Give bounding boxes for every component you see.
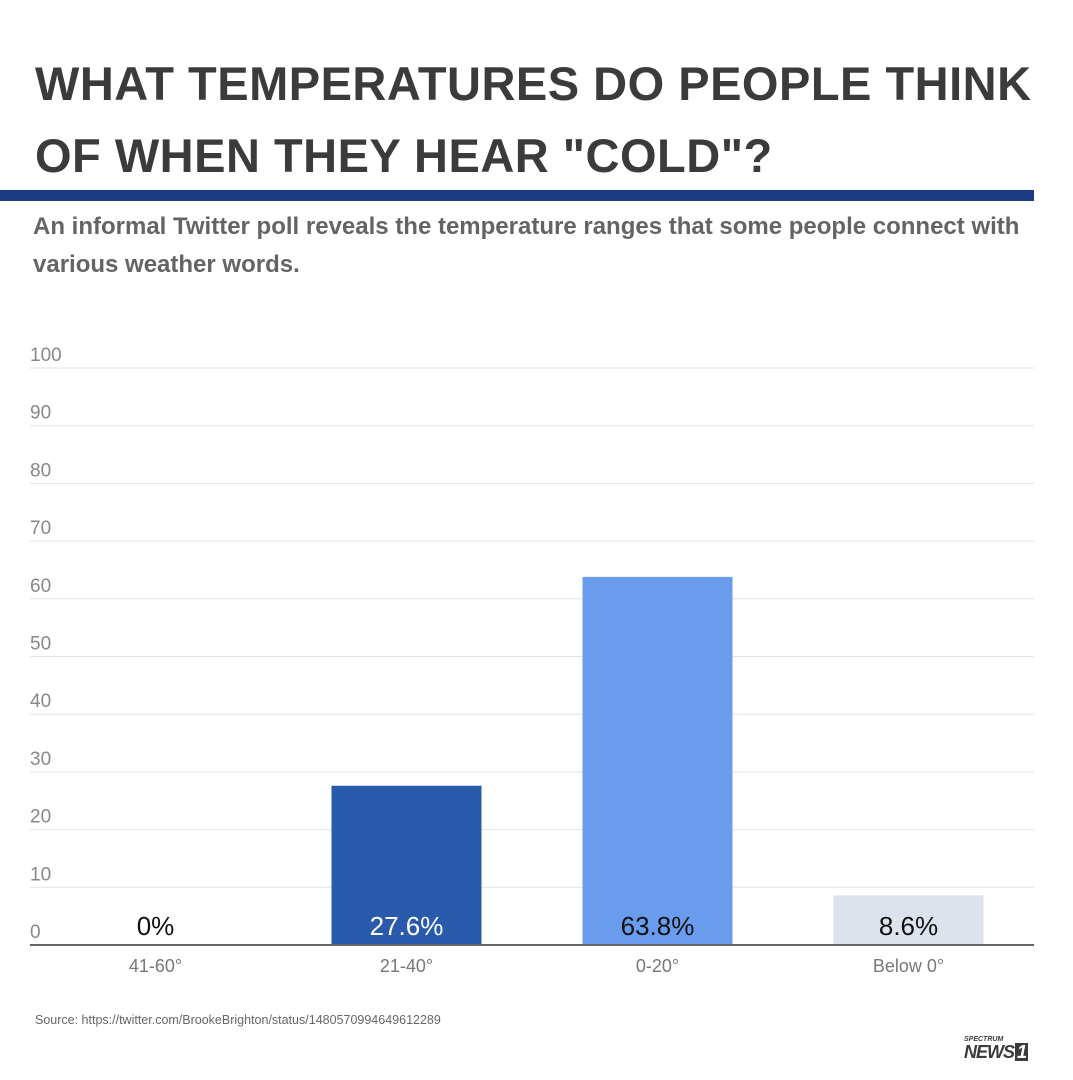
y-tick-label: 90	[30, 403, 51, 424]
bar	[582, 576, 733, 945]
data-label: 27.6%	[370, 911, 444, 941]
title-divider	[0, 190, 1034, 201]
y-tick-label: 50	[30, 634, 51, 655]
y-tick-label: 10	[30, 864, 51, 885]
chart-title: WHAT TEMPERATURES DO PEOPLE THINK OF WHE…	[35, 57, 1032, 182]
bar	[833, 895, 984, 945]
data-label: 0%	[137, 911, 175, 941]
chart-subtitle: An informal Twitter poll reveals the tem…	[33, 213, 1020, 278]
data-label: 63.8%	[621, 911, 695, 941]
spectrum-news-logo: SPECTRUM NEWS 1	[964, 1036, 1029, 1062]
data-label: 8.6%	[879, 911, 938, 941]
x-tick-label: Below 0°	[873, 956, 944, 976]
source-note: Source: https://twitter.com/BrookeBright…	[35, 1013, 441, 1027]
logo-number: 1	[1015, 1042, 1029, 1062]
y-tick-label: 80	[30, 460, 51, 481]
y-tick-label: 100	[30, 345, 62, 366]
y-tick-label: 0	[30, 922, 41, 943]
y-tick-label: 70	[30, 518, 51, 539]
y-tick-label: 40	[30, 691, 51, 712]
x-tick-label: 41-60°	[129, 956, 182, 976]
y-tick-label: 60	[30, 576, 51, 597]
x-tick-label: 0-20°	[636, 956, 679, 976]
bar	[331, 785, 482, 945]
x-tick-label: 21-40°	[380, 956, 433, 976]
bar-chart: 0 10 20 30 40 50 60 70 80 90 100 0% 41-60° 27.6% 21-40…	[30, 345, 1034, 976]
logo-main: NEWS	[964, 1042, 1015, 1062]
y-tick-label: 20	[30, 807, 51, 828]
logo-top: SPECTRUM	[964, 1036, 1004, 1043]
y-tick-label: 30	[30, 749, 51, 770]
